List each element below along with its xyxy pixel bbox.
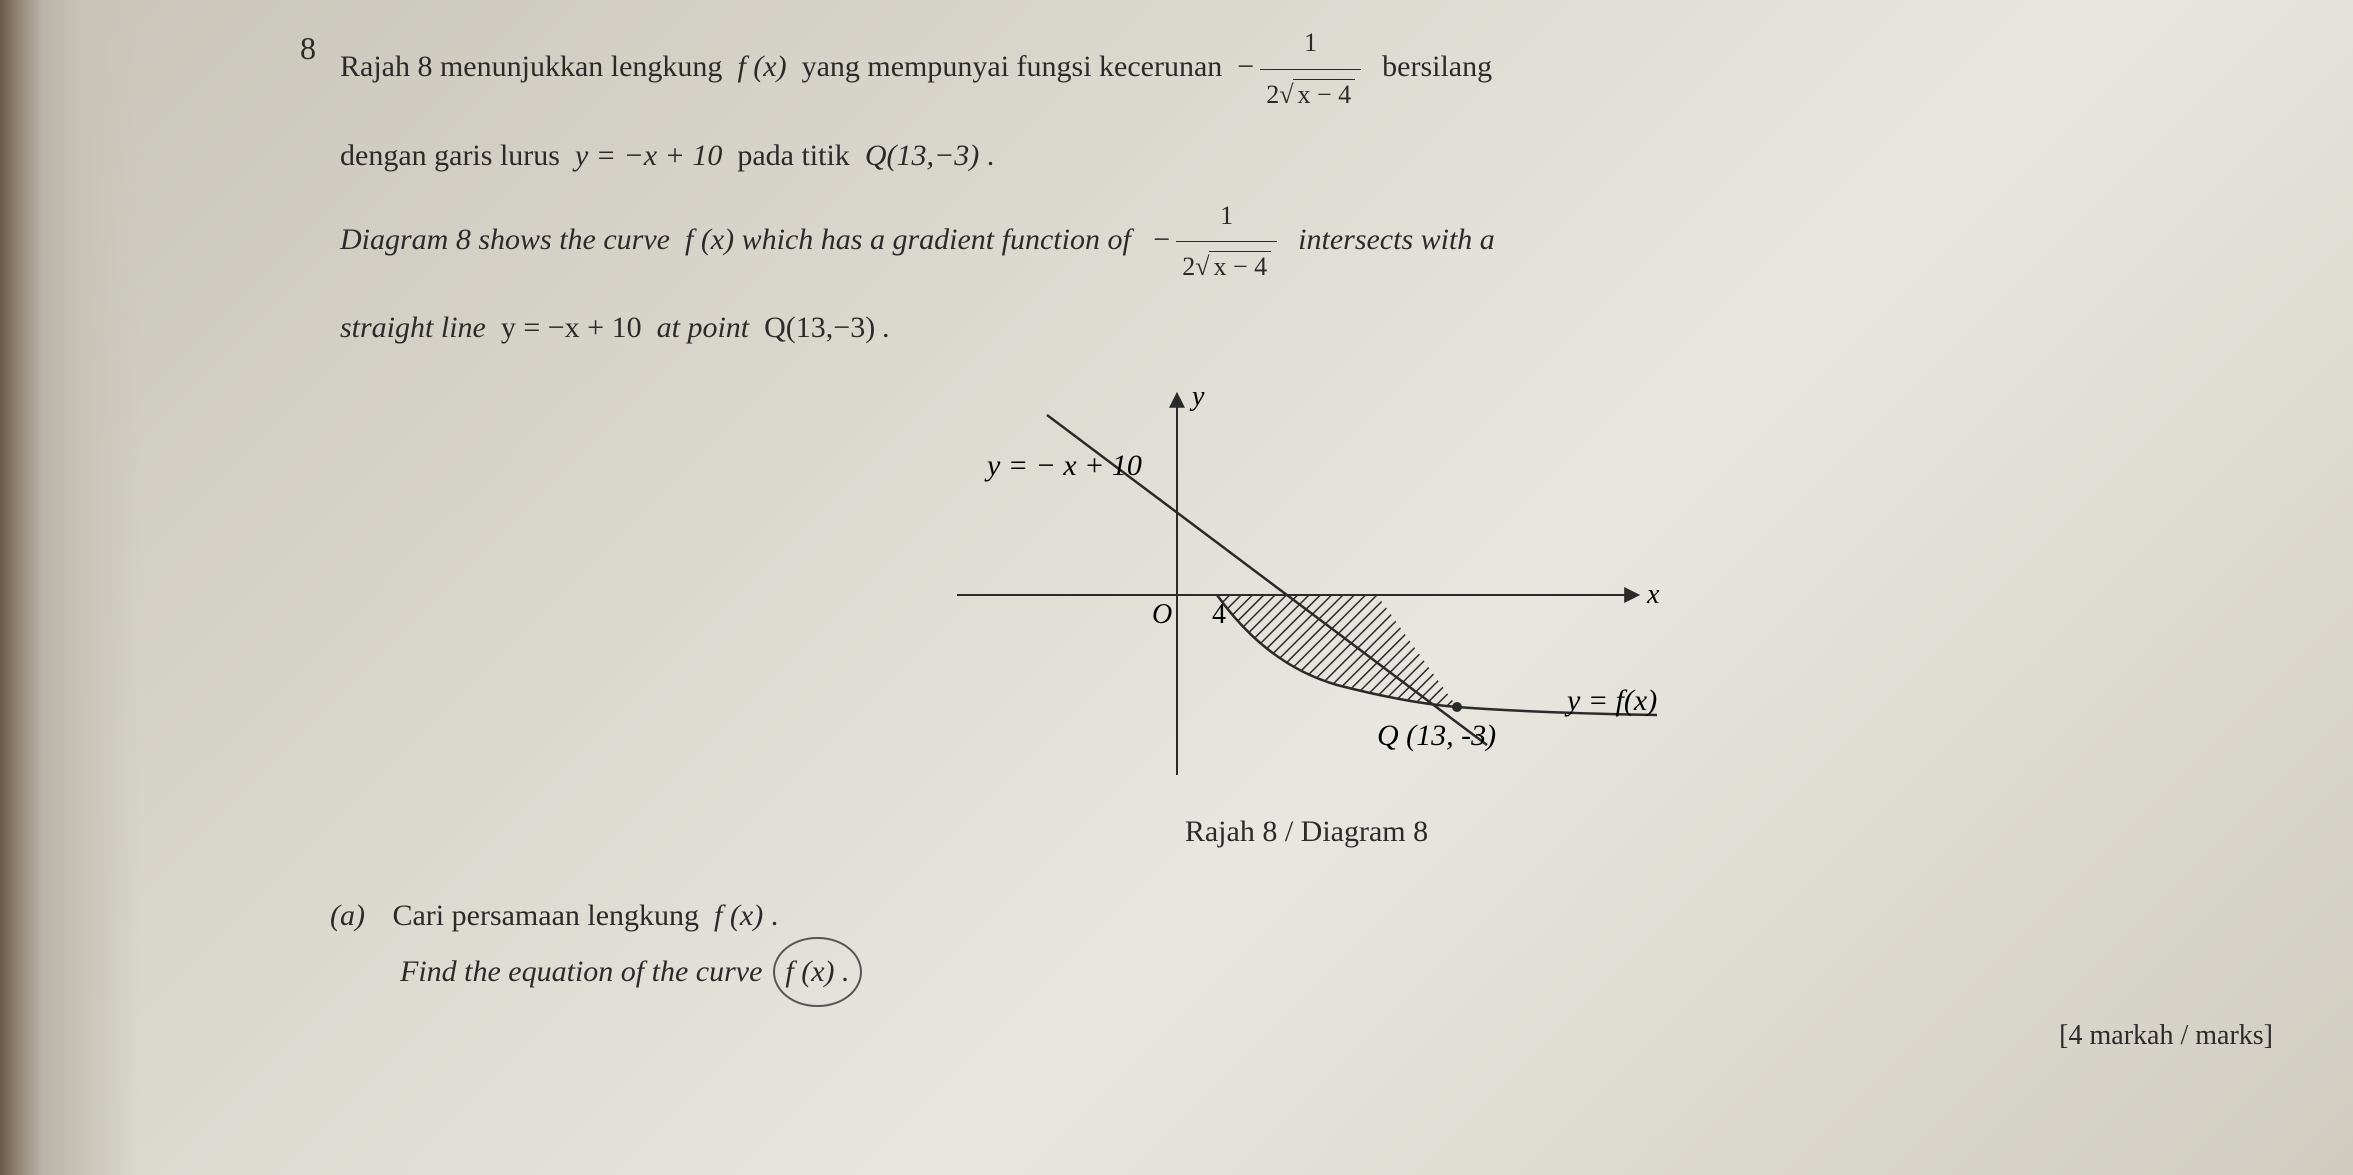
malay-line-1: Rajah 8 menunjukkan lengkung f (x) yang … — [340, 20, 2273, 119]
frac-num-1: 1 — [1260, 20, 1361, 70]
malay-line-2: dengan garis lurus y = −x + 10 pada titi… — [340, 129, 2273, 183]
frac-num-2: 1 — [1176, 193, 1277, 243]
func-fx-1: f (x) — [737, 50, 786, 83]
circled-fx: f (x) . — [777, 943, 857, 1001]
part-a-label: (a) — [330, 899, 365, 932]
part-a-english: Find the equation of the curve — [400, 955, 762, 988]
page-edge-shadow — [0, 0, 140, 1175]
frac-den-1: 2√x − 4 — [1260, 70, 1361, 119]
malay-text-1b: yang mempunyai fungsi kecerunan — [802, 50, 1223, 83]
english-text-1b: which has a gradient function of — [742, 223, 1131, 256]
point-q-marker — [1452, 702, 1462, 712]
english-text-1a: Diagram 8 shows the curve — [340, 223, 670, 256]
line-eq-1: y = −x + 10 — [575, 139, 722, 172]
malay-text-2b: pada titik — [737, 139, 849, 172]
english-line-2: straight line y = −x + 10 at point Q(13,… — [340, 301, 2273, 355]
malay-text-1c: bersilang — [1382, 50, 1492, 83]
diagram-caption: Rajah 8 / Diagram 8 — [340, 805, 2273, 859]
curve-label: y = f(x) — [1564, 684, 1657, 717]
origin-label: O — [1152, 599, 1172, 630]
question-number: 8 — [300, 20, 316, 78]
english-text-2a: straight line — [340, 311, 486, 344]
frac-den-2: 2√x − 4 — [1176, 242, 1277, 291]
line-equation-label: y = − x + 10 — [984, 449, 1142, 482]
gradient-sign-1: − — [1237, 50, 1254, 83]
part-a-malay-line: (a) Cari persamaan lengkung f (x) . — [330, 889, 2273, 943]
question-content: 8 Rajah 8 menunjukkan lengkung f (x) yan… — [340, 0, 2273, 1082]
diagram-svg: y x O 4 y = − x + 10 Q (13, -3) y = f(x) — [917, 375, 1697, 795]
marks-label: [4 markah / marks] — [340, 1011, 2273, 1061]
malay-text-2a: dengan garis lurus — [340, 139, 560, 172]
y-axis-label: y — [1189, 381, 1205, 412]
part-a-func-1: f (x) — [714, 899, 763, 932]
den-coeff-2: 2 — [1182, 252, 1195, 281]
den-radicand-2: x − 4 — [1209, 251, 1271, 281]
gradient-fraction-1: 1 2√x − 4 — [1260, 20, 1361, 119]
diagram-8: y x O 4 y = − x + 10 Q (13, -3) y = f(x) — [917, 375, 1697, 795]
english-text-2b: at point — [657, 311, 750, 344]
func-fx-2: f (x) — [685, 223, 734, 256]
gradient-fraction-2: 1 2√x − 4 — [1176, 193, 1277, 292]
x-axis-label: x — [1646, 579, 1660, 610]
gradient-sign-2: − — [1153, 223, 1170, 256]
den-coeff-1: 2 — [1266, 80, 1279, 109]
english-text-1c: intersects with a — [1298, 223, 1495, 256]
malay-text-1a: Rajah 8 menunjukkan lengkung — [340, 50, 722, 83]
point-q-label: Q (13, -3) — [1377, 719, 1496, 752]
part-a: (a) Cari persamaan lengkung f (x) . Find… — [330, 889, 2273, 1001]
english-line-1: Diagram 8 shows the curve f (x) which ha… — [340, 193, 2273, 292]
point-q-2: Q(13,−3) — [764, 311, 875, 344]
part-a-malay: Cari persamaan lengkung — [392, 899, 699, 932]
point-q-1: Q(13,−3) — [865, 139, 979, 172]
line-eq-2: y = −x + 10 — [501, 311, 642, 344]
den-radicand-1: x − 4 — [1293, 79, 1355, 109]
part-a-english-line: Find the equation of the curve f (x) . — [400, 943, 2273, 1001]
part-a-func-2: f (x) — [785, 955, 834, 988]
shaded-region — [1217, 595, 1457, 707]
